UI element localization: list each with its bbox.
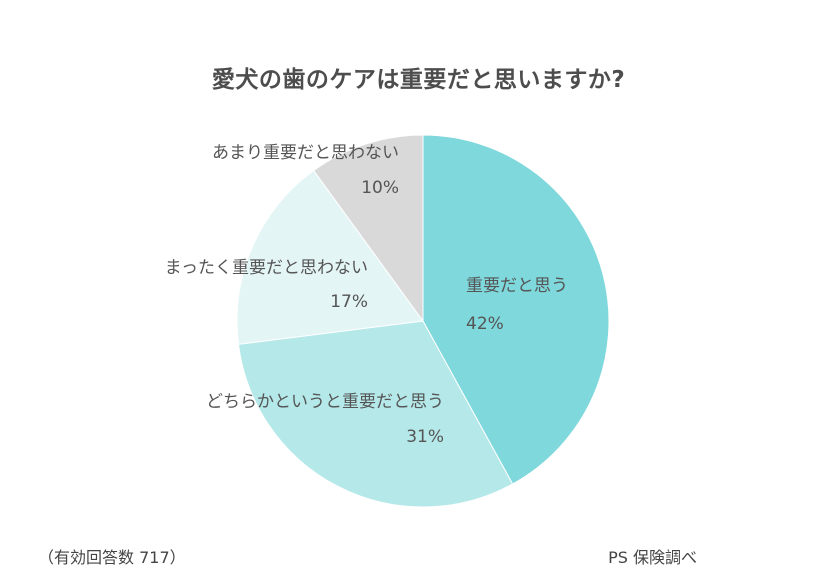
- slice-label-important: 重要だと思う: [466, 276, 568, 296]
- pie-slices: [236, 134, 610, 508]
- slice-pct-important: 42%: [466, 314, 504, 334]
- slice-pct-not-very: 10%: [361, 178, 399, 198]
- pie-slice: [422, 134, 610, 485]
- slice-pct-somewhat-important: 31%: [406, 427, 444, 447]
- pie-slice: [236, 169, 424, 345]
- sample-size-note: （有効回答数 717）: [38, 548, 186, 567]
- slice-label-somewhat-important: どちらかというと重要だと思う: [206, 392, 444, 412]
- pie-slice: [237, 320, 514, 508]
- slice-label-not-very: あまり重要だと思わない: [212, 143, 399, 163]
- slice-pct-not-at-all: 17%: [330, 292, 368, 312]
- chart-title: 愛犬の歯のケアは重要だと思いますか?: [211, 67, 626, 93]
- pie-slice: [312, 134, 424, 323]
- slice-label-not-at-all: まったく重要だと思わない: [164, 258, 368, 278]
- source-note: PS 保険調べ: [608, 548, 697, 567]
